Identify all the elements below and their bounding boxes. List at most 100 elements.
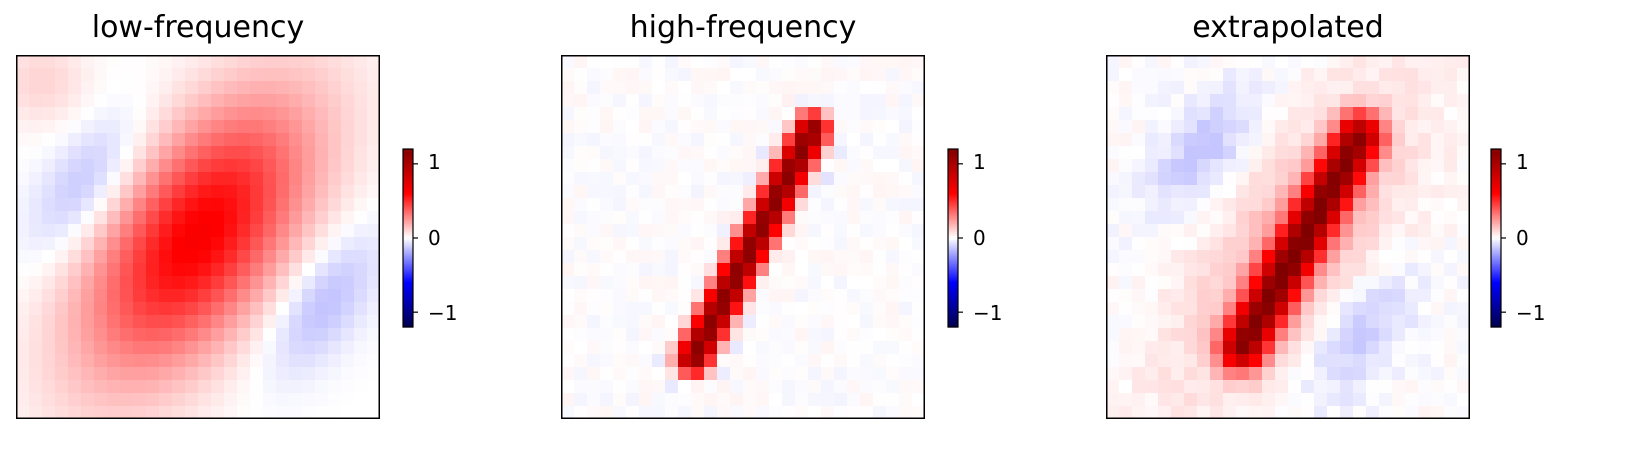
heatmap-cell — [328, 107, 342, 121]
heatmap-cell — [730, 328, 744, 342]
heatmap-cell — [717, 276, 731, 290]
colorbar-step — [1491, 273, 1501, 277]
heatmap-cell — [1327, 185, 1341, 199]
heatmap-cell — [1223, 341, 1237, 355]
heatmap-cell — [1444, 367, 1458, 381]
heatmap-cell — [899, 198, 913, 212]
heatmap-cell — [1210, 315, 1224, 329]
heatmap-cell — [198, 237, 212, 251]
heatmap-cell — [237, 380, 251, 394]
heatmap-cell — [107, 341, 121, 355]
heatmap-cell — [1236, 302, 1250, 316]
heatmap-cell — [1431, 55, 1445, 69]
heatmap-cell — [1314, 172, 1328, 186]
heatmap-cell — [237, 328, 251, 342]
heatmap-cell — [769, 380, 783, 394]
heatmap-cell — [730, 367, 744, 381]
heatmap-cell — [1158, 185, 1172, 199]
heatmap-cell — [146, 380, 160, 394]
heatmap-cell — [29, 55, 43, 69]
heatmap-cell — [834, 289, 848, 303]
heatmap-cell — [639, 276, 653, 290]
heatmap-cell — [341, 172, 355, 186]
heatmap-cell — [769, 289, 783, 303]
heatmap-cell — [1353, 380, 1367, 394]
heatmap-cell — [626, 94, 640, 108]
heatmap-cell — [68, 94, 82, 108]
heatmap-cell — [94, 94, 108, 108]
heatmap-cell — [1418, 354, 1432, 368]
heatmap-cell — [42, 393, 56, 407]
heatmap-cell — [639, 55, 653, 69]
heatmap-cell — [808, 211, 822, 225]
heatmap-cell — [172, 406, 186, 419]
heatmap-cell — [613, 263, 627, 277]
heatmap-cell — [367, 107, 380, 121]
heatmap-cell — [795, 185, 809, 199]
heatmap-cell — [756, 198, 770, 212]
heatmap-cell — [146, 328, 160, 342]
heatmap-cell — [120, 94, 134, 108]
heatmap-cell — [1132, 263, 1146, 277]
heatmap-cell — [354, 133, 368, 147]
heatmap-cell — [146, 276, 160, 290]
colorbar-step — [948, 208, 958, 211]
heatmap-cell — [198, 380, 212, 394]
heatmap-cell — [1184, 172, 1198, 186]
heatmap-cell — [808, 406, 822, 419]
heatmap-cell — [133, 237, 147, 251]
heatmap-cell — [1119, 341, 1133, 355]
heatmap-cell — [1418, 341, 1432, 355]
plot-frame — [1106, 55, 1470, 419]
heatmap-cell — [873, 341, 887, 355]
heatmap-cell — [574, 328, 588, 342]
heatmap-cell — [782, 185, 796, 199]
heatmap-cell — [211, 341, 225, 355]
heatmap-cell — [185, 107, 199, 121]
heatmap-cell — [899, 159, 913, 173]
colorbar-tick-label: −1 — [1516, 301, 1546, 325]
heatmap-cell — [860, 159, 874, 173]
colorbar-step — [1491, 303, 1501, 306]
heatmap-cell — [120, 393, 134, 407]
heatmap-cell — [860, 211, 874, 225]
heatmap-cell — [1158, 380, 1172, 394]
heatmap-cell — [159, 211, 173, 225]
colorbar-step — [403, 166, 413, 170]
heatmap-cell — [1223, 276, 1237, 290]
heatmap-cell — [860, 224, 874, 238]
heatmap-cell — [81, 315, 95, 329]
heatmap-cell — [1184, 276, 1198, 290]
heatmap-cell — [250, 120, 264, 134]
heatmap-cell — [1184, 289, 1198, 303]
heatmap-cell — [172, 107, 186, 121]
heatmap-cell — [756, 315, 770, 329]
colorbar-step — [1491, 263, 1501, 267]
heatmap-cell — [1379, 198, 1393, 212]
colorbar-step — [948, 210, 958, 213]
heatmap-cell — [1314, 302, 1328, 316]
heatmap-cell — [1262, 406, 1276, 419]
heatmap-cell — [1275, 133, 1289, 147]
colorbar-step — [1491, 200, 1501, 203]
heatmap-cell — [198, 146, 212, 160]
heatmap-cell — [1210, 172, 1224, 186]
heatmap-cell — [198, 263, 212, 277]
heatmap-cell — [626, 237, 640, 251]
colorbar-step — [1491, 239, 1501, 243]
heatmap-cell — [834, 146, 848, 160]
heatmap-cell — [1405, 146, 1419, 160]
heatmap-cell — [600, 133, 614, 147]
heatmap-cell — [1184, 211, 1198, 225]
heatmap-cell — [1119, 55, 1133, 69]
heatmap-cell — [743, 172, 757, 186]
heatmap-cell — [1392, 328, 1406, 342]
heatmap-cell — [276, 289, 290, 303]
heatmap-cell — [1249, 107, 1263, 121]
heatmap-cell — [561, 406, 575, 419]
heatmap-cell — [16, 159, 30, 173]
heatmap-cell — [42, 354, 56, 368]
heatmap-cell — [81, 211, 95, 225]
colorbar-step — [403, 180, 413, 184]
heatmap-cell — [1301, 133, 1315, 147]
